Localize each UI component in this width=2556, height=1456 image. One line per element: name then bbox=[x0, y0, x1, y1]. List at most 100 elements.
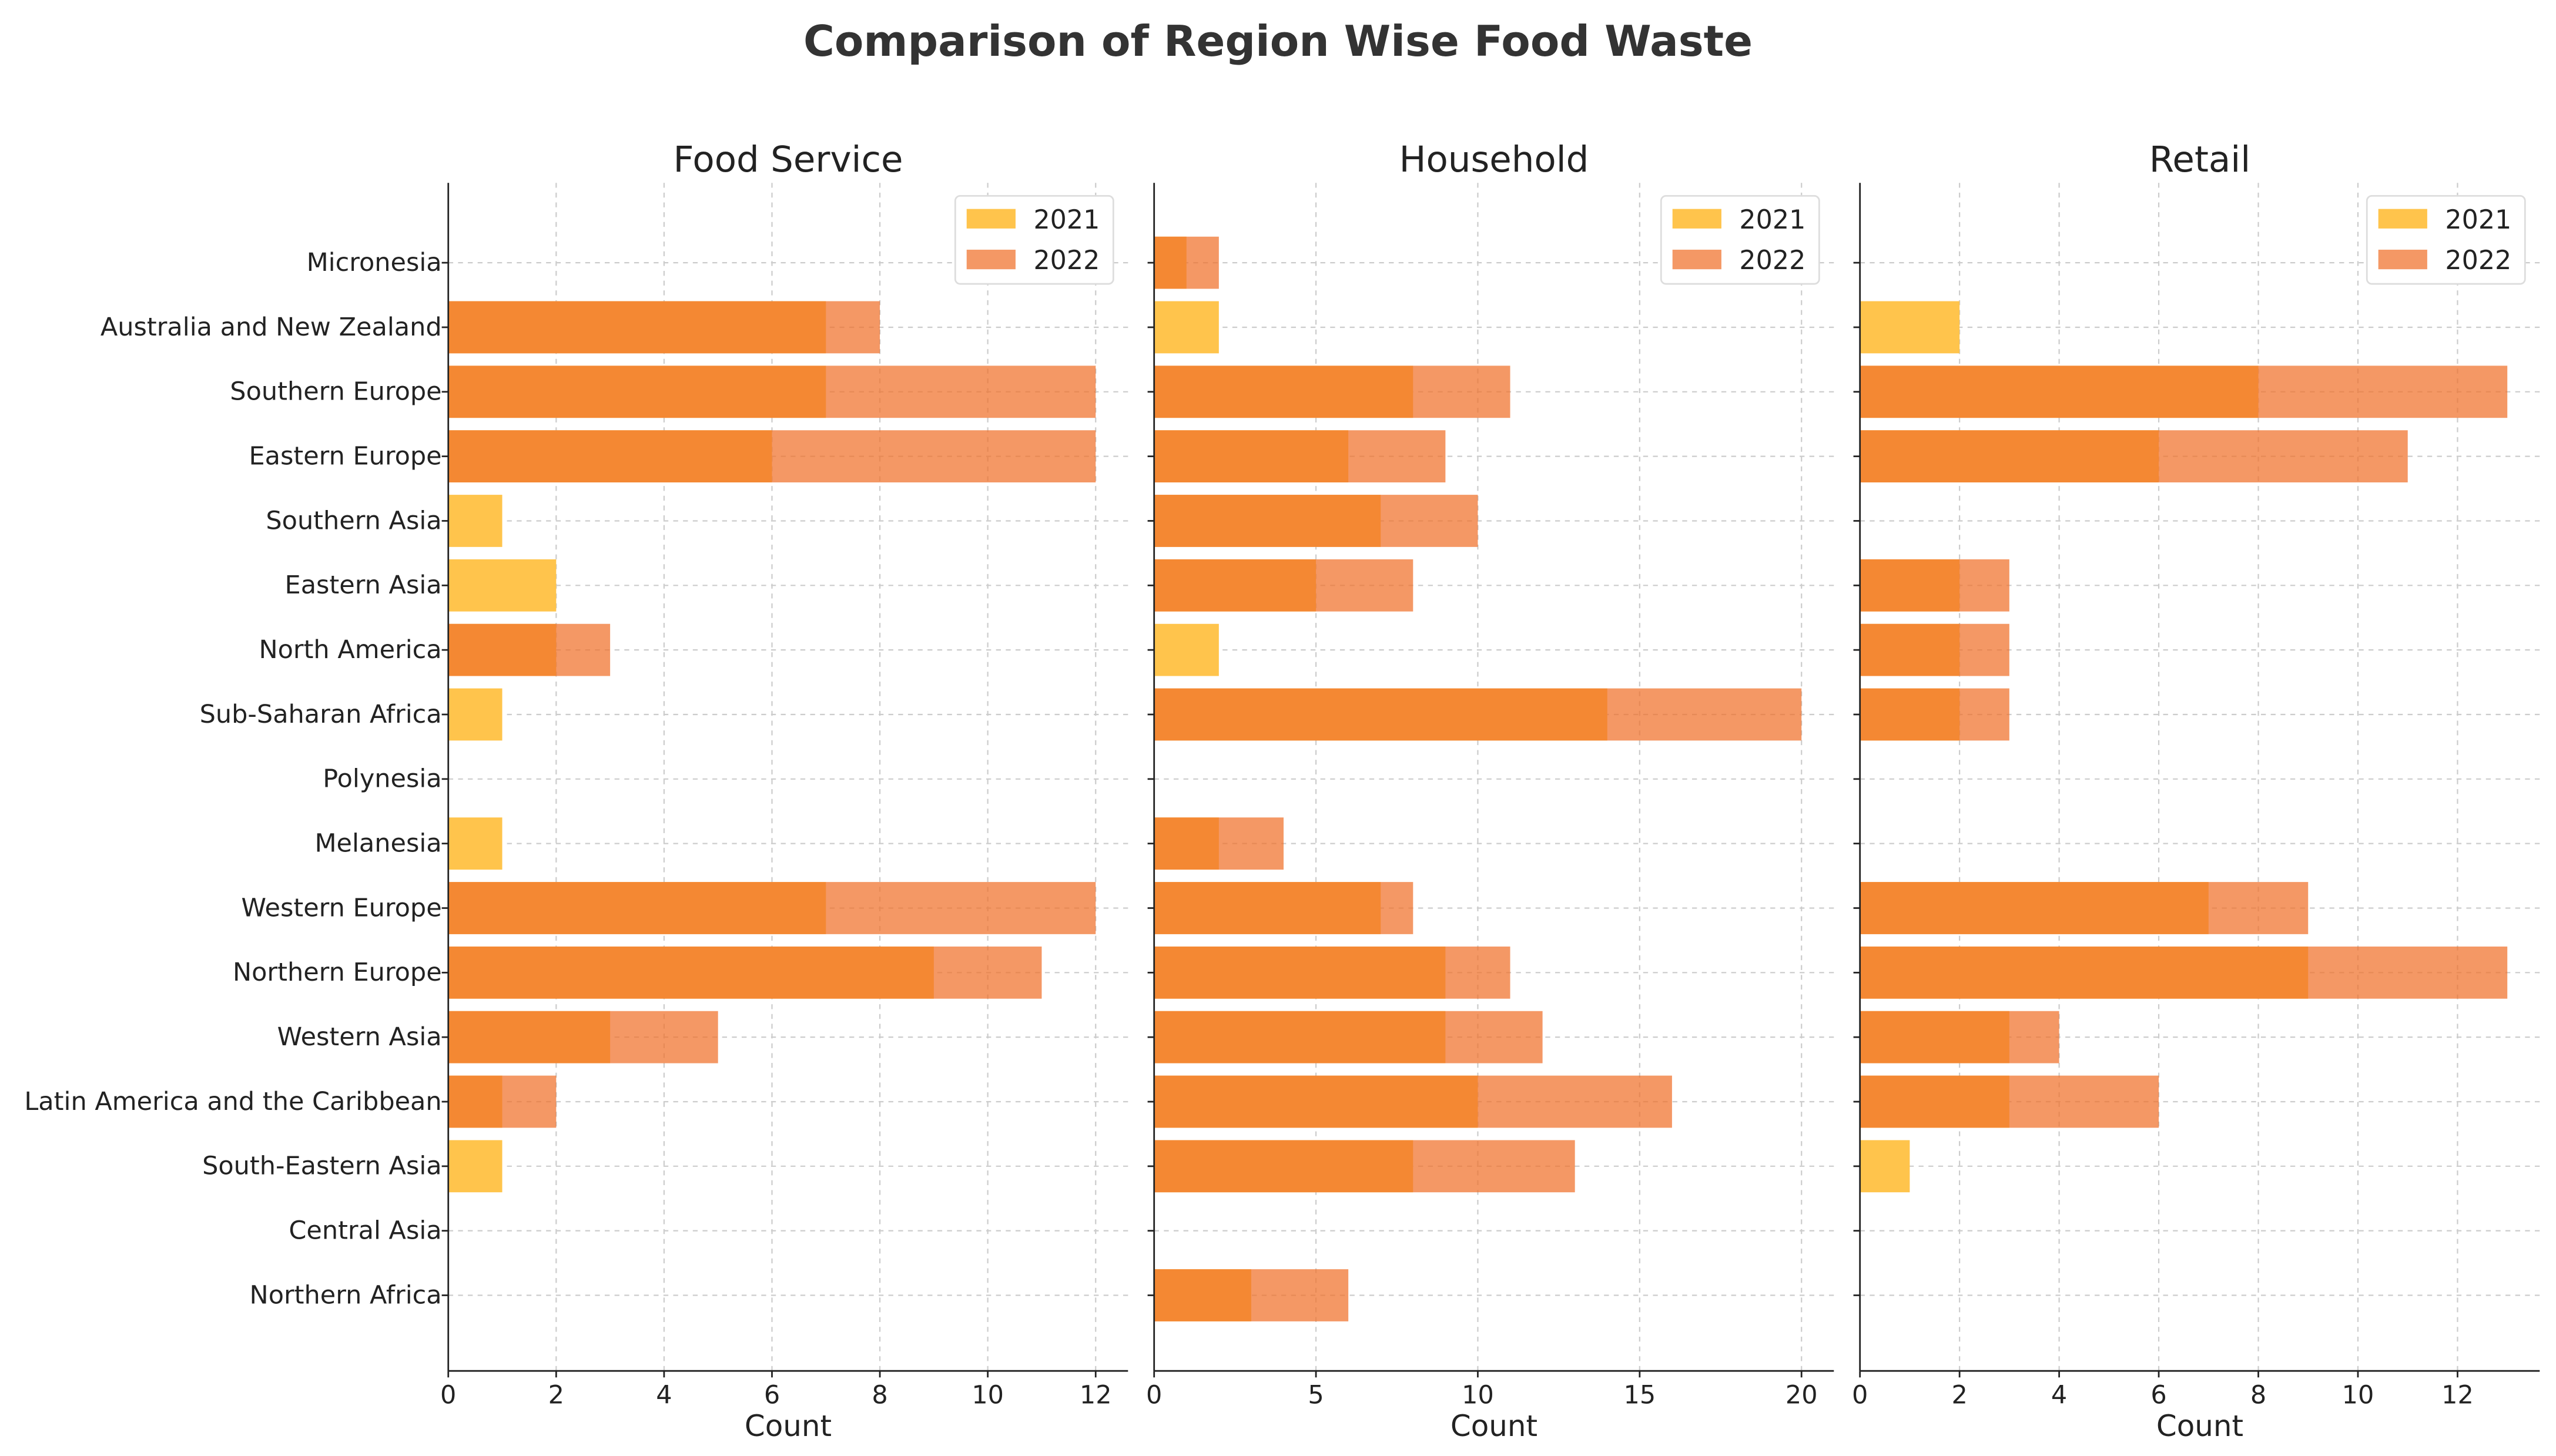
y-tick-label: Latin America and the Caribbean bbox=[24, 1087, 441, 1116]
y-tick-label: South-Eastern Asia bbox=[202, 1152, 442, 1181]
y-tick-label: Northern Africa bbox=[250, 1280, 442, 1310]
y-tick-label: Australia and New Zealand bbox=[101, 313, 442, 342]
bar-2022 bbox=[1860, 365, 2508, 418]
panel-household: 0 5 10 15 20 Household Count 2021 2022 bbox=[1146, 139, 1834, 1443]
y-tick-label: Southern Asia bbox=[266, 506, 441, 535]
bar-2021 bbox=[1860, 301, 1960, 354]
x-tick-label: 10 bbox=[1462, 1381, 1494, 1410]
bar-2022 bbox=[1154, 559, 1413, 612]
legend: 2021 2022 bbox=[954, 195, 1114, 285]
chart-title: Comparison of Region Wise Food Waste bbox=[803, 17, 1753, 66]
bar-2021 bbox=[1860, 1140, 1910, 1193]
bar-2022 bbox=[1860, 430, 2408, 483]
y-tick-label: Central Asia bbox=[289, 1216, 441, 1246]
bar-2021 bbox=[1154, 301, 1219, 354]
legend: 2021 2022 bbox=[1660, 195, 1820, 285]
bar-2022 bbox=[448, 430, 1096, 483]
bar-2022 bbox=[448, 301, 880, 354]
bar-2021 bbox=[448, 1140, 503, 1193]
bar-2021 bbox=[448, 688, 503, 741]
bar-2022 bbox=[448, 882, 1096, 934]
bar-2022 bbox=[1154, 1140, 1575, 1193]
y-tick-label: Micronesia bbox=[307, 248, 442, 277]
panel-title: Retail bbox=[2149, 139, 2250, 180]
bar-2021 bbox=[448, 495, 503, 547]
x-tick-label: 6 bbox=[764, 1381, 780, 1410]
x-tick-label: 10 bbox=[2342, 1381, 2374, 1410]
y-tick-label: North America bbox=[259, 635, 441, 665]
bar-2022 bbox=[1860, 559, 2009, 612]
legend-label-2022: 2022 bbox=[2445, 246, 2511, 276]
y-tick-label: Southern Europe bbox=[230, 377, 441, 407]
bar-2022 bbox=[1860, 623, 2009, 676]
x-tick-label: 10 bbox=[972, 1381, 1004, 1410]
bar-2022 bbox=[448, 623, 611, 676]
bar-2022 bbox=[448, 1011, 718, 1064]
x-tick-label: 4 bbox=[656, 1381, 672, 1410]
bar-2022 bbox=[1860, 1011, 2059, 1064]
legend-label-2021: 2021 bbox=[1033, 205, 1100, 235]
bar-2022 bbox=[1154, 430, 1446, 483]
legend-swatch-2022 bbox=[966, 249, 1016, 270]
x-tick-label: 2 bbox=[548, 1381, 564, 1410]
bar-2022 bbox=[1860, 946, 2508, 999]
bar-2021 bbox=[448, 559, 557, 612]
legend-label-2022: 2022 bbox=[1033, 246, 1100, 276]
x-tick-label: 5 bbox=[1308, 1381, 1324, 1410]
y-tick-label: Western Europe bbox=[242, 893, 442, 922]
y-tick-label: Western Asia bbox=[277, 1022, 442, 1052]
legend-label-2022: 2022 bbox=[1739, 246, 1805, 276]
bar-2022 bbox=[1860, 882, 2309, 934]
bar-2022 bbox=[1154, 1269, 1349, 1321]
bar-2022 bbox=[448, 365, 1096, 418]
legend-swatch-2022 bbox=[2378, 249, 2427, 270]
legend-swatch-2021 bbox=[1672, 209, 1721, 229]
x-tick-label: 8 bbox=[2250, 1381, 2266, 1410]
x-tick-label: 4 bbox=[2051, 1381, 2067, 1410]
x-tick-label: 2 bbox=[1951, 1381, 1967, 1410]
panel-food-service: 0 2 4 6 8 10 12 Micronesia Australia and New Zea… bbox=[24, 139, 1128, 1443]
x-tick-label: 8 bbox=[872, 1381, 887, 1410]
y-tick-label: Sub-Saharan Africa bbox=[200, 700, 442, 729]
y-tick-label: Melanesia bbox=[314, 829, 441, 858]
panel-title: Household bbox=[1399, 139, 1589, 180]
bar-2022 bbox=[1154, 817, 1284, 870]
x-tick-label: 12 bbox=[2441, 1381, 2474, 1410]
legend-swatch-2022 bbox=[1672, 249, 1721, 270]
x-tick-label: 0 bbox=[1146, 1381, 1162, 1410]
bar-2022 bbox=[1154, 688, 1802, 741]
bar-2022 bbox=[1154, 946, 1510, 999]
x-tick-label: 0 bbox=[1852, 1381, 1868, 1410]
bar-2022 bbox=[1860, 1075, 2159, 1128]
bar-2022 bbox=[448, 1075, 557, 1128]
x-tick-label: 6 bbox=[2150, 1381, 2166, 1410]
y-tick-label: Northern Europe bbox=[233, 958, 442, 987]
bar-2022 bbox=[1154, 495, 1478, 547]
bar-2022 bbox=[1154, 365, 1510, 418]
legend-swatch-2021 bbox=[966, 209, 1016, 229]
panel-title: Food Service bbox=[673, 139, 903, 180]
y-tick-label: Eastern Asia bbox=[285, 571, 442, 600]
y-tick-label: Eastern Europe bbox=[249, 442, 441, 471]
legend-swatch-2021 bbox=[2378, 209, 2427, 229]
x-axis-label: Count bbox=[745, 1409, 832, 1443]
x-tick-label: 12 bbox=[1080, 1381, 1112, 1410]
bar-2022 bbox=[1154, 1011, 1543, 1064]
x-tick-label: 0 bbox=[440, 1381, 456, 1410]
bar-2022 bbox=[1154, 236, 1219, 289]
bar-2022 bbox=[1860, 688, 2009, 741]
x-tick-label: 15 bbox=[1623, 1381, 1656, 1410]
legend-label-2021: 2021 bbox=[2445, 205, 2511, 235]
bar-2021 bbox=[1154, 623, 1219, 676]
panel-retail: 0 2 4 6 8 10 12 Retail Count 2021 2022 bbox=[1852, 139, 2540, 1443]
legend: 2021 2022 bbox=[2366, 195, 2526, 285]
legend-label-2021: 2021 bbox=[1739, 205, 1805, 235]
y-tick-label: Polynesia bbox=[323, 764, 441, 794]
x-tick-label: 20 bbox=[1785, 1381, 1818, 1410]
x-axis-label: Count bbox=[1450, 1409, 1537, 1443]
x-axis-label: Count bbox=[2156, 1409, 2243, 1443]
bar-2021 bbox=[448, 817, 503, 870]
bar-2022 bbox=[1154, 1075, 1672, 1128]
bar-2022 bbox=[1154, 882, 1413, 934]
